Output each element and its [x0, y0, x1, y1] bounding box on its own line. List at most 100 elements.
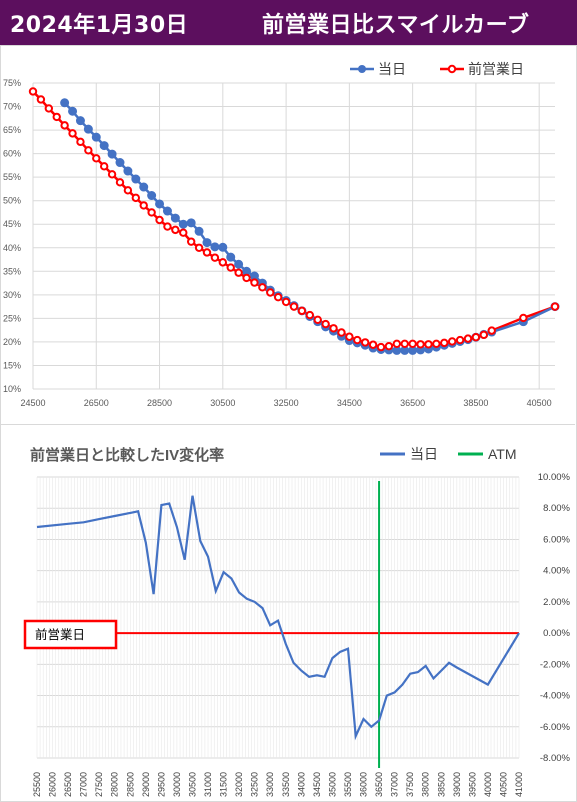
x-tick-label: 38500 — [436, 772, 446, 797]
legend-marker — [358, 65, 366, 73]
y-tick-label: 8.00% — [543, 503, 570, 514]
x-tick-label: 32500 — [250, 772, 260, 797]
reference-label-box — [23, 619, 118, 650]
data-point-today — [162, 206, 172, 216]
data-point-prev — [202, 248, 212, 257]
y-tick-label: 75% — [3, 78, 21, 88]
data-point-prev — [408, 339, 417, 349]
data-point-prev — [92, 154, 101, 163]
data-point-prev — [550, 302, 560, 311]
data-point-prev — [131, 193, 141, 203]
data-point-prev — [210, 253, 220, 262]
y-tick-label: -2.00% — [540, 659, 571, 670]
x-tick-label: 27000 — [79, 772, 89, 797]
data-point-today — [202, 238, 212, 248]
data-point-prev — [305, 310, 315, 320]
y-tick-label: 20% — [3, 337, 21, 347]
data-point-prev — [234, 268, 243, 277]
header-date: 2024年1月30日 — [10, 13, 189, 38]
x-tick-label: 28000 — [110, 772, 120, 797]
x-tick-label: 36500 — [374, 772, 384, 797]
y-tick-label: 65% — [3, 125, 21, 135]
x-tick-label: 25500 — [32, 772, 42, 797]
data-point-prev — [60, 121, 69, 130]
x-tick-label: 30000 — [172, 772, 182, 797]
data-point-prev — [76, 137, 85, 147]
data-point-today — [194, 226, 204, 236]
data-point-today — [186, 218, 196, 228]
data-point-prev — [289, 302, 299, 311]
data-point-today — [234, 259, 244, 269]
x-tick-label: 26000 — [48, 772, 58, 797]
data-point-prev — [455, 335, 465, 345]
data-point-today — [68, 106, 78, 116]
x-tick-label: 26500 — [63, 772, 73, 797]
data-point-prev — [353, 335, 362, 345]
data-point-today — [99, 141, 109, 151]
y-tick-label: 45% — [3, 219, 21, 229]
data-point-prev — [281, 297, 291, 307]
data-point-prev — [368, 340, 378, 349]
x-tick-label: 38000 — [421, 772, 431, 797]
data-point-prev — [447, 337, 457, 346]
x-tick-label: 35000 — [327, 772, 337, 797]
x-tick-label: 40000 — [483, 772, 493, 797]
x-tick-label: 34500 — [312, 772, 322, 797]
legend-label: 当日 — [378, 61, 406, 77]
legend: 当日 ATM — [380, 446, 517, 462]
data-point-prev — [218, 258, 228, 267]
data-point-today — [83, 124, 93, 134]
y-tick-label: -8.00% — [540, 753, 571, 764]
x-tick-label: 40500 — [527, 398, 552, 408]
y-tick-label: 70% — [3, 102, 21, 112]
x-tick-label: 34000 — [296, 772, 306, 797]
data-point-today — [155, 199, 165, 209]
data-point-prev — [479, 330, 489, 340]
x-tick-label: 28500 — [125, 772, 135, 797]
y-tick-label: 25% — [3, 313, 21, 323]
data-point-prev — [487, 326, 496, 335]
reference-label: 前営業日 — [35, 627, 85, 642]
y-tick-label: 0.00% — [543, 628, 570, 639]
y-tick-label: 10.00% — [538, 472, 571, 483]
data-point-prev — [28, 87, 38, 96]
y-tick-label: -4.00% — [540, 691, 571, 702]
data-point-prev — [416, 340, 425, 349]
data-point-prev — [345, 332, 354, 341]
x-tick-label: 36000 — [359, 772, 369, 797]
iv-chart: 前営業日と比較したIV変化率 10.00% 8.00% 6.00% 4.00% 2.00%… — [23, 446, 571, 797]
y-tick-label: 10% — [3, 384, 21, 394]
x-tick-label: 38500 — [463, 398, 488, 408]
data-point-prev — [471, 333, 481, 342]
data-point-prev — [107, 170, 117, 179]
y-tick-label: 6.00% — [543, 534, 570, 545]
data-point-today — [210, 242, 220, 252]
x-tick-label: 24500 — [20, 398, 45, 408]
data-point-prev — [226, 263, 235, 272]
data-point-prev — [321, 319, 330, 329]
data-point-today — [60, 98, 70, 108]
chart-title: 前営業日と比較したIV変化率 — [30, 446, 224, 464]
data-point-prev — [194, 243, 204, 252]
data-point-prev — [313, 315, 322, 324]
data-point-prev — [432, 339, 441, 349]
legend: 当日 前営業日 — [350, 61, 524, 77]
data-point-prev — [147, 208, 156, 217]
y-tick-label: 50% — [3, 196, 21, 206]
x-tick-label: 28500 — [147, 398, 172, 408]
data-point-prev — [163, 222, 172, 231]
x-tick-label: 29500 — [156, 772, 166, 797]
x-tick-label: 39500 — [467, 772, 477, 797]
data-point-today — [139, 182, 149, 192]
series-line-iv-change — [36, 495, 520, 741]
x-tick-label: 27500 — [94, 772, 104, 797]
y-tick-label: 60% — [3, 149, 21, 159]
data-point-today — [147, 191, 157, 201]
data-point-prev — [400, 339, 409, 349]
data-point-prev — [155, 215, 164, 225]
data-point-prev — [266, 288, 275, 297]
data-point-prev — [242, 273, 251, 283]
data-point-today — [170, 213, 180, 223]
legend-label: 前営業日 — [468, 61, 524, 77]
data-point-prev — [36, 95, 46, 104]
